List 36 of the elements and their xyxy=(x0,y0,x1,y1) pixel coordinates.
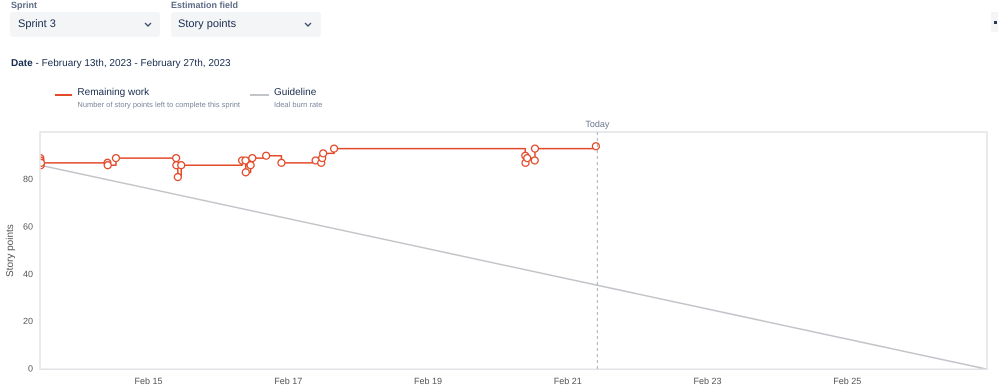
x-tick-label: Feb 15 xyxy=(134,376,162,386)
point xyxy=(104,161,112,170)
point xyxy=(177,161,186,170)
point xyxy=(246,161,255,170)
y-axis-title: Story points xyxy=(4,224,16,278)
x-tick-label: Feb 21 xyxy=(554,376,582,386)
text: Sprint xyxy=(11,0,37,10)
legend-label: Guideline xyxy=(274,87,318,98)
point xyxy=(319,149,328,158)
point xyxy=(262,152,270,160)
x-tick-label: Feb 17 xyxy=(274,376,302,386)
point xyxy=(112,154,120,162)
point xyxy=(330,144,338,153)
legend-label: Remaining work xyxy=(77,87,150,98)
point xyxy=(530,144,540,153)
x-tick-label: Feb 19 xyxy=(414,376,442,386)
y-tick-label: 0 xyxy=(28,364,34,374)
point xyxy=(523,154,532,162)
x-tick-label: Feb 25 xyxy=(833,376,862,386)
point xyxy=(277,158,286,167)
point xyxy=(174,172,182,182)
point xyxy=(242,168,250,176)
chart-title: Date - February 13th, 2023 - February 27th, 2023 xyxy=(11,58,231,69)
point xyxy=(172,154,180,162)
ref-line-label: Today xyxy=(585,119,610,129)
y-tick-label: 40 xyxy=(22,268,34,279)
x-tick-label: Feb 23 xyxy=(693,376,722,386)
point xyxy=(592,142,600,150)
y-tick-label: 20 xyxy=(22,316,34,326)
y-tick-label: 80 xyxy=(22,174,34,184)
text: Story points xyxy=(178,18,236,30)
y-tick-label: 60 xyxy=(22,221,34,232)
text: Sprint 3 xyxy=(18,18,56,30)
text: Estimation field xyxy=(171,0,238,10)
point xyxy=(248,154,256,162)
point xyxy=(530,156,539,165)
